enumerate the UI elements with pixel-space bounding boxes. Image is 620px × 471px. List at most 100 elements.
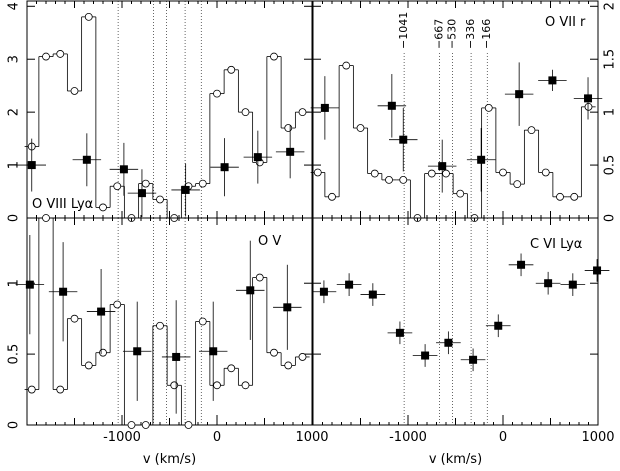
bin-point (141, 421, 150, 429)
bin-point (213, 89, 221, 98)
y-tick-label: 0 (7, 421, 22, 429)
bin-point (356, 124, 365, 132)
square-point (548, 76, 557, 85)
x-tick-label: 0 (213, 430, 221, 445)
panel-frame (26, 0, 313, 219)
panel-title: O VII r (545, 15, 586, 30)
y-tick-label: 0.5 (603, 155, 618, 176)
bin-point (270, 348, 278, 357)
bin-point (427, 169, 436, 178)
bin-point (84, 361, 93, 370)
bin-point (127, 421, 136, 429)
square-point (568, 280, 577, 289)
bin-point (255, 273, 264, 282)
bin-point (513, 180, 522, 189)
bin-point (456, 189, 465, 198)
square-point (283, 303, 292, 312)
square-point (438, 162, 447, 171)
square-point (515, 90, 524, 99)
y-tick-label: 2 (603, 2, 618, 10)
panel-frame (26, 217, 313, 426)
bin-point (56, 385, 65, 394)
bin-point (113, 182, 122, 191)
bin-point (442, 169, 450, 178)
bin-point (198, 179, 207, 188)
bin-point (342, 61, 351, 70)
velocity-label: −336 (464, 19, 477, 49)
square-point (444, 338, 453, 347)
bin-point (170, 381, 179, 390)
bin-point (313, 168, 322, 177)
square-point (494, 321, 503, 330)
square-point (97, 307, 106, 316)
square-point (593, 266, 602, 275)
x-axis-label: v (km/s) (143, 452, 196, 467)
bin-point (399, 175, 408, 184)
square-point (421, 351, 430, 360)
bin-point (270, 52, 278, 61)
velocity-label: −1041 (397, 12, 410, 49)
bin-point (184, 421, 193, 429)
bin-point (385, 175, 393, 184)
square-point (59, 287, 68, 296)
square-point (246, 286, 255, 295)
bin-point (241, 381, 250, 390)
square-point (25, 280, 34, 289)
square-point (544, 279, 553, 288)
bin-point (141, 179, 150, 188)
bin-point (527, 126, 536, 135)
bin-point (70, 314, 79, 323)
x-tick-label: 0 (499, 430, 507, 445)
bin-point (113, 300, 122, 309)
bin-point (56, 50, 65, 58)
bin-point (284, 124, 293, 132)
panel-title: O V (258, 234, 281, 249)
x-axis-label: v (km/s) (429, 452, 482, 467)
square-point (368, 290, 377, 299)
bin-point (370, 169, 379, 178)
bin-point (241, 108, 250, 117)
x-tick-label: 1000 (295, 430, 328, 445)
bin-point (156, 321, 164, 330)
bin-point (499, 168, 507, 177)
bin-point (541, 168, 550, 177)
square-point (319, 287, 328, 296)
bin-point (298, 353, 307, 361)
y-tick-label: 1 (7, 279, 22, 287)
bin-point (556, 192, 564, 201)
bin-point (227, 364, 236, 373)
bin-point (298, 108, 307, 117)
velocity-label: −667 (433, 19, 446, 49)
square-point (209, 347, 218, 356)
bin-point (484, 104, 493, 112)
bin-point (328, 192, 336, 201)
square-point (82, 155, 91, 164)
bin-point (584, 102, 593, 111)
square-point (477, 155, 486, 164)
square-point (133, 347, 142, 356)
x-tick-label: -1000 (103, 430, 141, 445)
square-point (320, 103, 329, 112)
square-point (584, 94, 593, 103)
y-tick-label: 2 (7, 108, 22, 116)
square-point (220, 163, 229, 172)
square-point (345, 280, 354, 289)
square-point (172, 352, 181, 361)
square-point (181, 185, 190, 194)
square-point (517, 260, 526, 269)
y-tick-label: 3 (7, 55, 22, 63)
y-tick-label: 0 (7, 214, 22, 222)
bin-point (198, 317, 207, 326)
x-tick-label: 1000 (581, 430, 614, 445)
bin-point (42, 52, 50, 61)
y-tick-label: 1 (7, 161, 22, 169)
square-point (253, 153, 262, 162)
square-point (399, 135, 408, 144)
square-point (387, 101, 396, 110)
bin-point (156, 195, 164, 204)
bin-point (213, 381, 221, 390)
panel-title: O VIII Lyα (32, 197, 93, 212)
square-point (395, 328, 404, 337)
bin-point (27, 385, 36, 394)
